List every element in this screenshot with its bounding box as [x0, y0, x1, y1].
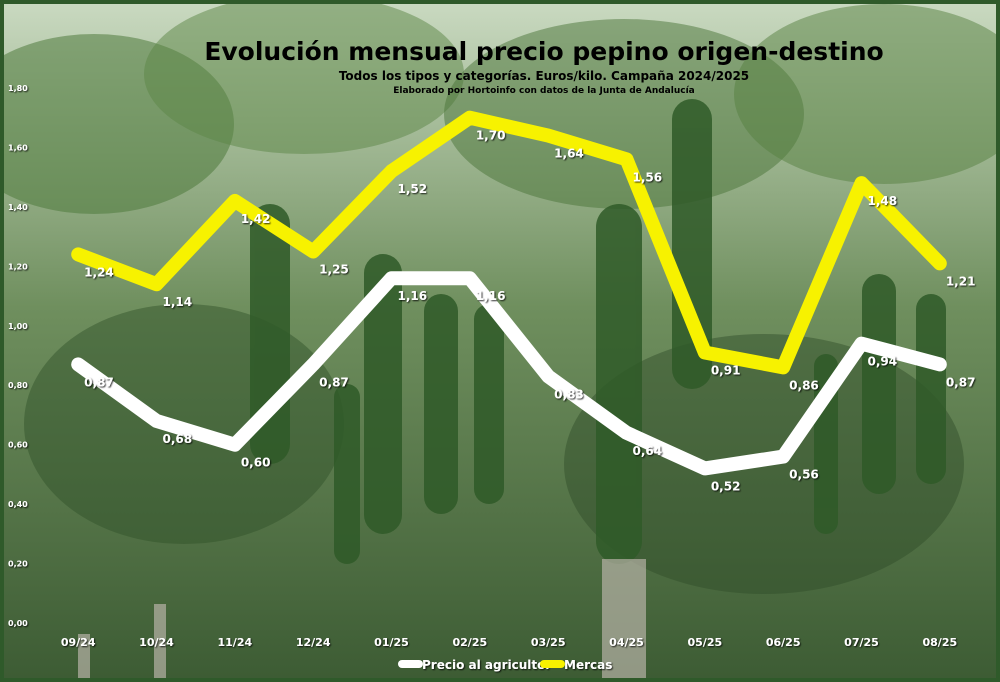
data-label-mercas: 1,25: [319, 262, 349, 276]
x-tick-label: 10/24: [139, 636, 174, 649]
chart-title: Evolución mensual precio pepino origen-d…: [204, 37, 883, 66]
data-label-mercas: 1,48: [868, 194, 898, 208]
data-label-mercas: 0,91: [711, 364, 741, 378]
data-label-mercas: 0,86: [789, 378, 819, 392]
x-tick-label: 06/25: [766, 636, 801, 649]
data-label-agricultor: 0,60: [241, 456, 271, 470]
legend-label-agricultor: Precio al agricultor: [422, 658, 551, 672]
data-label-agricultor: 0,83: [554, 387, 584, 401]
x-tick-label: 01/25: [374, 636, 409, 649]
data-label-agricultor: 0,64: [633, 444, 663, 458]
x-tick-label: 12/24: [296, 636, 331, 649]
background-photo: [4, 4, 996, 678]
y-tick-label: 1,40: [8, 203, 28, 212]
series-line-agricultor: [71, 271, 947, 476]
chart-source: Elaborado por Hortoinfo con datos de la …: [393, 86, 695, 96]
y-axis: 0,00 0,20 0,40 0,60 0,80 1,00 1,20 1,40 1,60 1,80: [8, 84, 28, 628]
x-axis: 09/24 10/24 11/24 12/24 01/25 02/25 03/25 04/25…: [61, 636, 957, 649]
series-line-mercas: [71, 110, 947, 375]
x-tick-label: 08/25: [923, 636, 958, 649]
data-label-agricultor: 0,52: [711, 479, 741, 493]
data-labels: 0,87 0,68 0,60 0,87 1,16 1,16 0,83 0,64 0,52 0,56…: [84, 129, 975, 494]
data-label-mercas: 1,21: [946, 274, 976, 288]
legend: Precio al agricultor Mercas: [398, 658, 612, 672]
data-label-mercas: 1,24: [84, 265, 114, 279]
x-tick-label: 05/25: [688, 636, 723, 649]
data-label-agricultor: 0,94: [868, 355, 898, 369]
y-tick-label: 0,00: [8, 619, 28, 628]
data-label-agricultor: 1,16: [398, 289, 428, 303]
chart-subtitle: Todos los tipos y categorías. Euros/kilo…: [339, 69, 749, 83]
y-tick-label: 0,20: [8, 560, 28, 569]
x-tick-label: 03/25: [531, 636, 566, 649]
data-label-agricultor: 0,56: [789, 468, 819, 482]
y-tick-label: 1,80: [8, 84, 28, 93]
x-tick-label: 02/25: [453, 636, 488, 649]
line-chart: Evolución mensual precio pepino origen-d…: [4, 4, 996, 678]
series-layer: [71, 110, 947, 476]
data-label-agricultor: 0,68: [163, 432, 193, 446]
x-tick-label: 09/24: [61, 636, 96, 649]
y-tick-label: 1,20: [8, 262, 28, 271]
y-tick-label: 1,60: [8, 143, 28, 152]
data-label-mercas: 1,70: [476, 129, 506, 143]
x-tick-label: 04/25: [609, 636, 644, 649]
data-label-agricultor: 1,16: [476, 289, 506, 303]
y-tick-label: 0,40: [8, 500, 28, 509]
data-label-agricultor: 0,87: [319, 375, 349, 389]
data-label-agricultor: 0,87: [84, 375, 114, 389]
x-tick-label: 11/24: [218, 636, 253, 649]
y-tick-label: 1,00: [8, 322, 28, 331]
data-label-mercas: 1,52: [398, 182, 428, 196]
y-tick-label: 0,60: [8, 441, 28, 450]
data-label-mercas: 1,42: [241, 212, 271, 226]
legend-label-mercas: Mercas: [564, 658, 612, 672]
data-label-mercas: 1,56: [633, 170, 663, 184]
data-label-mercas: 1,14: [163, 295, 193, 309]
x-tick-label: 07/25: [844, 636, 879, 649]
data-label-agricultor: 0,87: [946, 375, 976, 389]
y-tick-label: 0,80: [8, 381, 28, 390]
data-label-mercas: 1,64: [554, 147, 584, 161]
